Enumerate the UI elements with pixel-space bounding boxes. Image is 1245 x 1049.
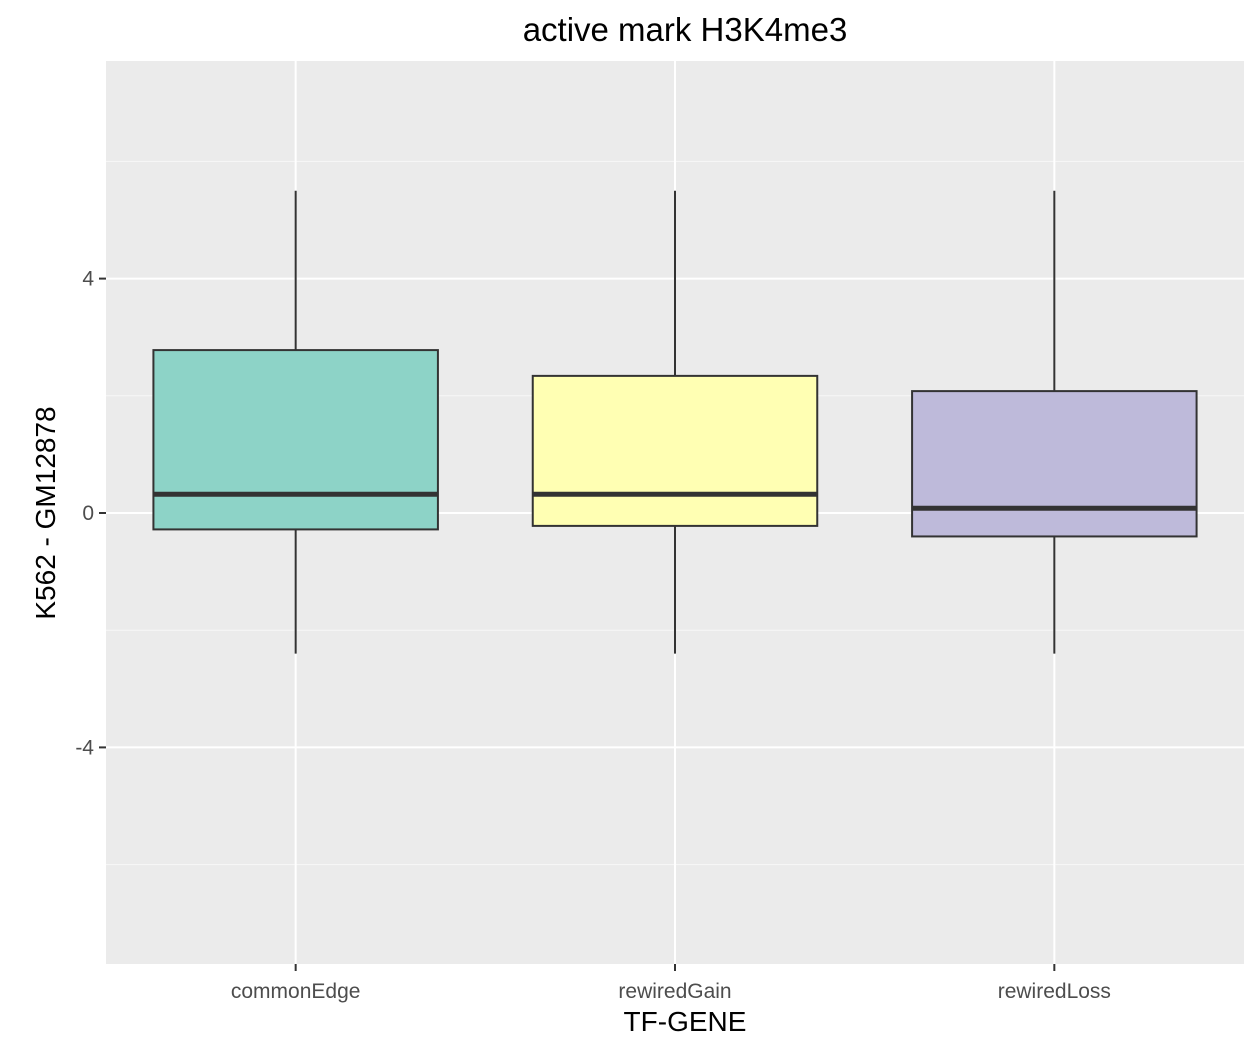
box-iqr xyxy=(152,349,439,531)
y-axis-title: K562 - GM12878 xyxy=(30,406,61,619)
chart-title: active mark H3K4me3 xyxy=(523,11,848,48)
x-axis: commonEdge rewiredGain rewiredLoss xyxy=(231,964,1111,1003)
y-tick-label: 0 xyxy=(82,502,94,525)
box-series xyxy=(152,190,1198,654)
box-commonEdge xyxy=(152,190,439,654)
box-rewiredLoss xyxy=(911,190,1198,654)
box-rewiredGain xyxy=(531,190,819,654)
y-tick-label: 4 xyxy=(82,268,94,291)
x-tick-label: commonEdge xyxy=(231,980,361,1003)
x-axis-title: TF-GENE xyxy=(624,1006,747,1037)
box-iqr xyxy=(531,374,819,527)
y-axis: 4 0 -4 xyxy=(75,268,106,759)
box-iqr xyxy=(911,390,1198,538)
y-tick-label: -4 xyxy=(75,736,94,759)
x-tick-label: rewiredGain xyxy=(618,980,731,1003)
x-tick-label: rewiredLoss xyxy=(998,980,1111,1003)
